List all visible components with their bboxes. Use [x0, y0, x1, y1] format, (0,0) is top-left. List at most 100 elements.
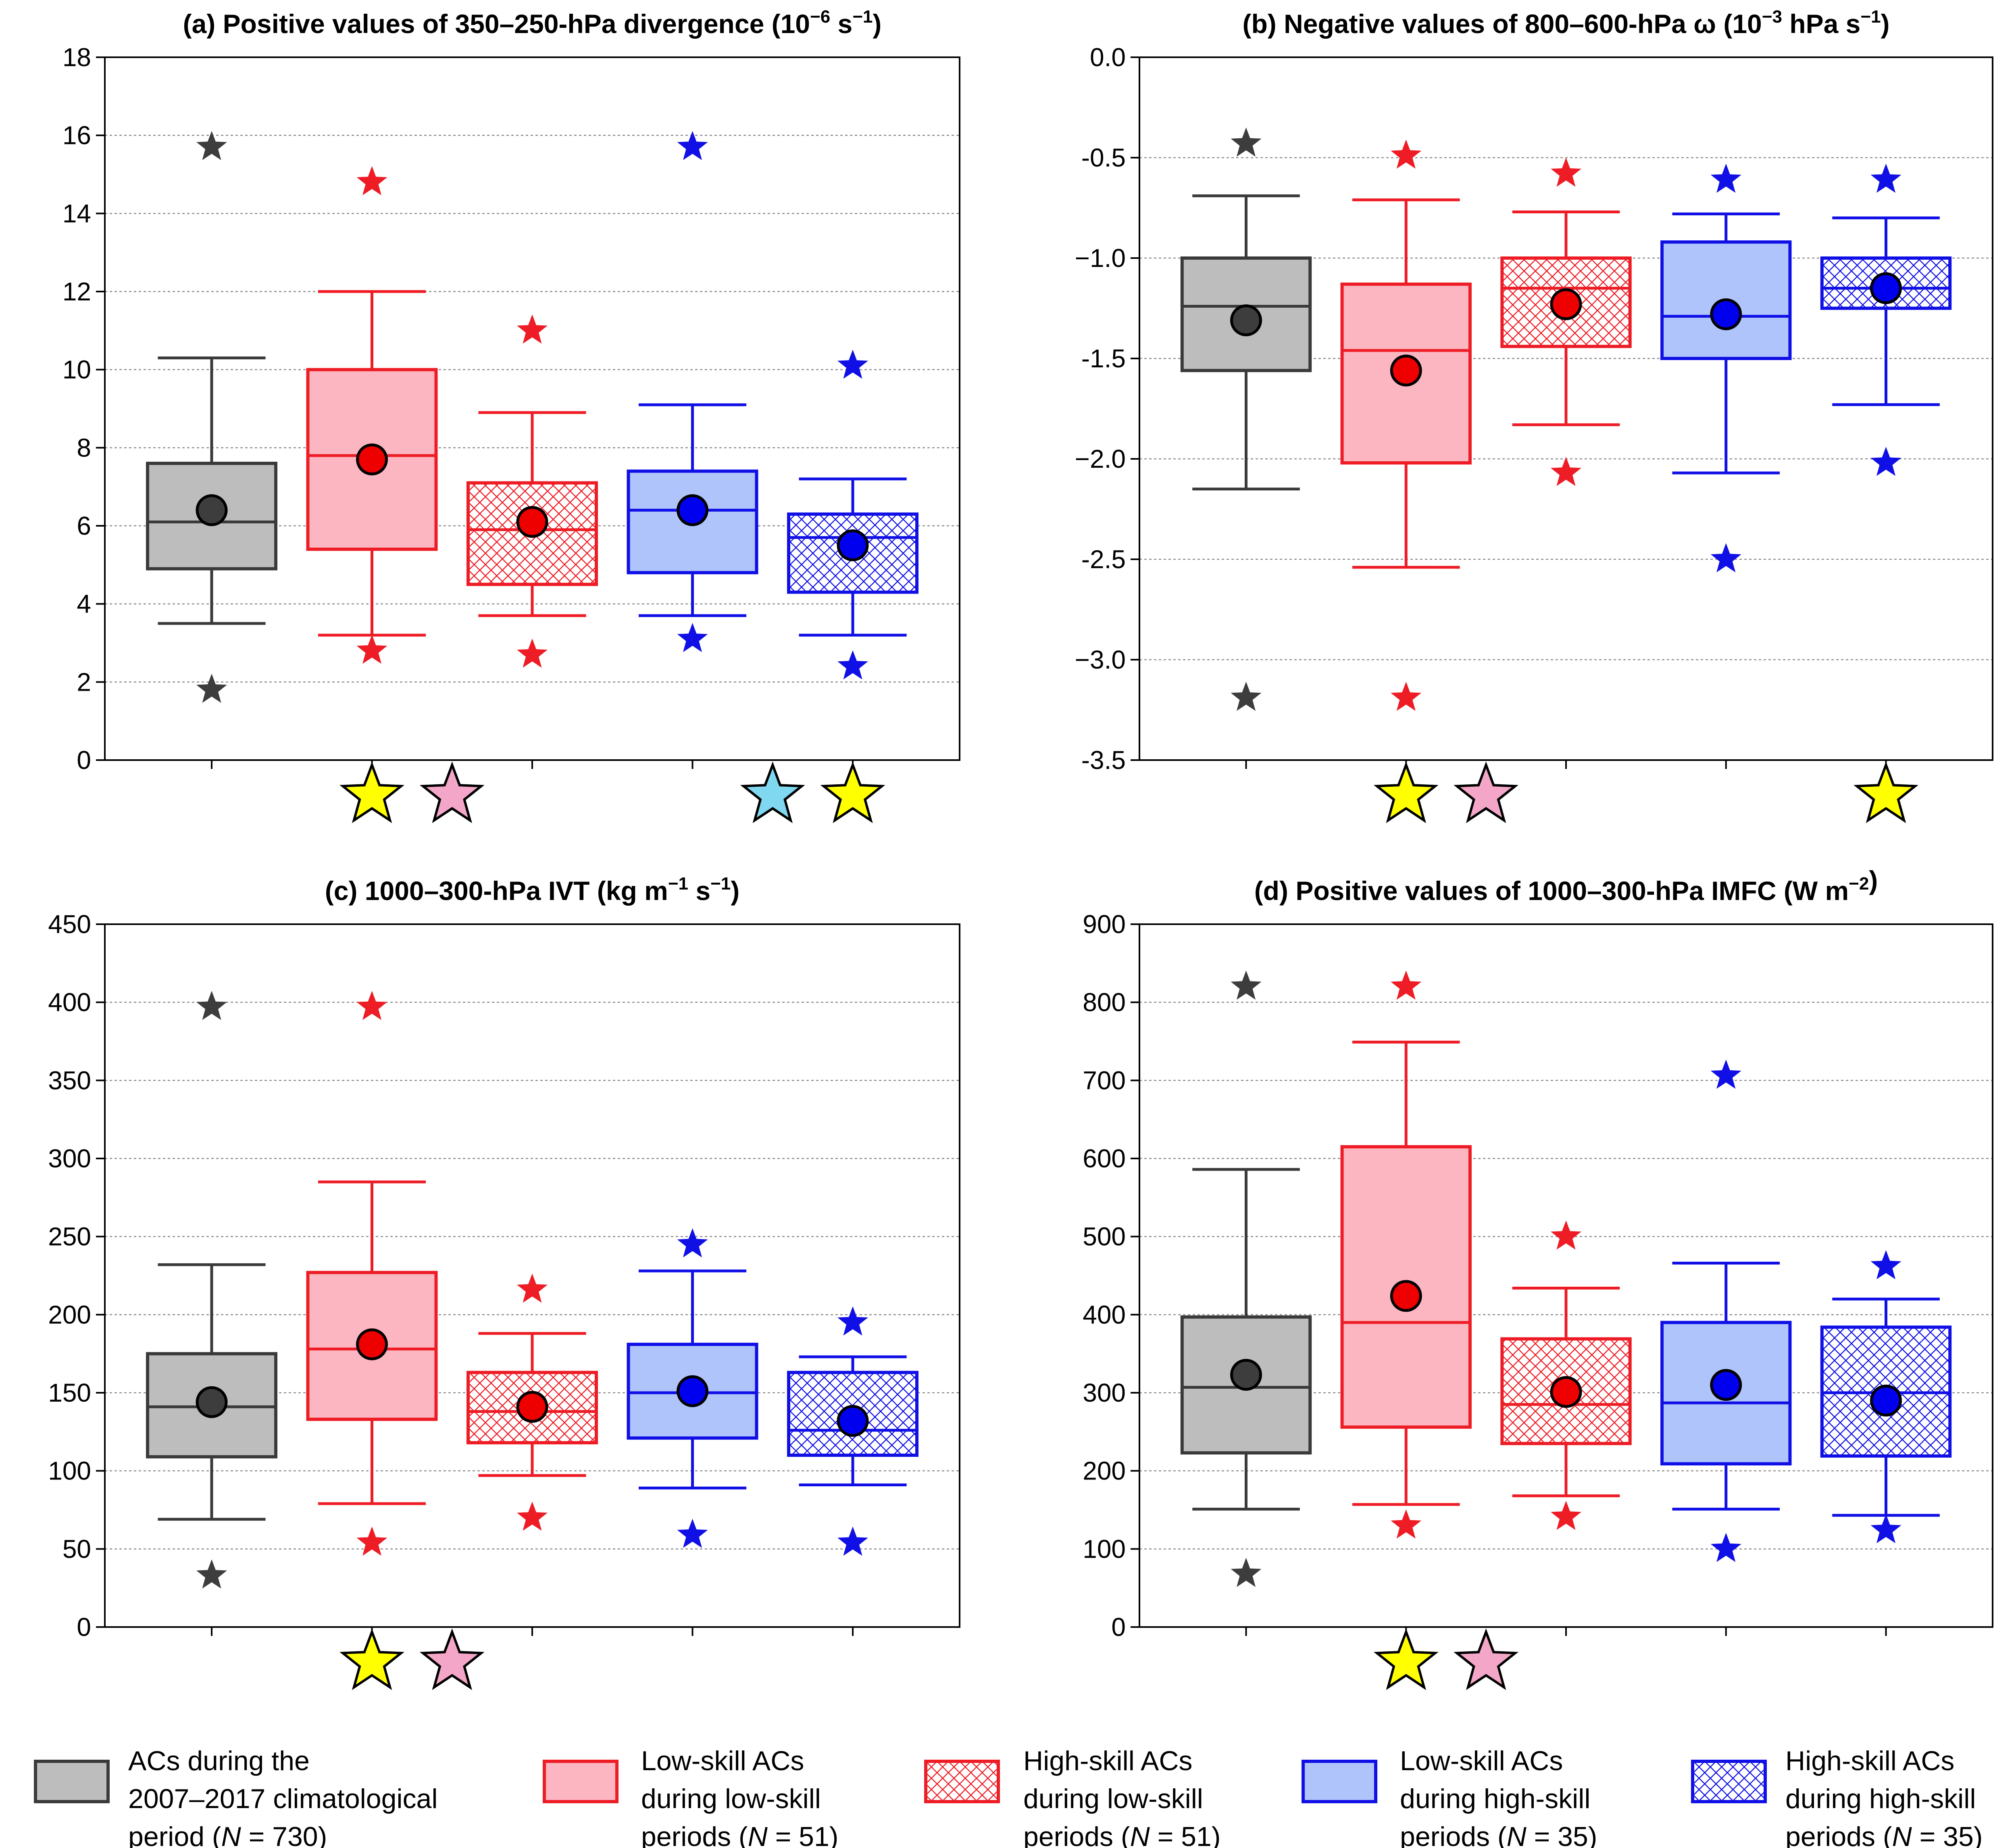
max-star: [1391, 970, 1422, 1000]
chart-panel-c: 0 50 100 150 200 250 300 350 400 450 (c) 1000–300-…: [48, 874, 960, 1690]
legend-line: ACs during the: [128, 1746, 310, 1776]
mean-marker: [677, 494, 708, 526]
mean-marker: [196, 1386, 228, 1418]
mean-marker: [1230, 304, 1262, 336]
box-blue_solid: [627, 131, 758, 652]
y-tick-label: 300: [48, 1144, 91, 1173]
legend-line: during low-skill: [1023, 1783, 1203, 1814]
chart-title: (a) Positive values of 350–250-hPa diver…: [183, 7, 882, 39]
box-iqr: [467, 481, 598, 586]
max-star: [356, 166, 387, 196]
y-tick-label: −2.0: [1075, 444, 1126, 473]
legend-line: period (N = 730): [128, 1821, 327, 1848]
y-tick-label: 0: [1111, 1613, 1126, 1642]
legend-line: during low-skill: [641, 1783, 821, 1814]
min-star: [677, 1519, 708, 1548]
plot-frame: [104, 923, 960, 1628]
y-tick-label: 8: [77, 433, 91, 462]
min-star: [196, 673, 227, 703]
box-iqr: [1340, 1145, 1472, 1429]
box-blue_solid: [627, 1228, 758, 1548]
y-tick-label: 12: [62, 277, 91, 306]
legend-line: periods (N = 51): [641, 1821, 838, 1848]
min-star: [1710, 1533, 1741, 1562]
box-blue_hatch: [1820, 163, 1952, 476]
y-tick-label: -0.5: [1081, 143, 1126, 172]
significance-star: [1454, 1628, 1519, 1690]
max-star: [1231, 127, 1262, 157]
y-tick-label: -3.5: [1081, 746, 1126, 775]
min-star: [517, 638, 548, 668]
legend-swatch: [34, 1760, 110, 1803]
y-tick-label: 14: [62, 199, 91, 228]
mean-marker: [1550, 288, 1582, 321]
y-tick-label: 100: [48, 1456, 91, 1485]
box-red_solid: [306, 991, 438, 1556]
y-tick-label: 2: [77, 667, 91, 696]
legend-line: High-skill ACs: [1785, 1746, 1954, 1776]
y-tick-label: 400: [1083, 1300, 1126, 1329]
y-tick-label: 300: [1083, 1378, 1126, 1407]
legend-line: periods (N = 51): [1023, 1821, 1220, 1848]
max-star: [517, 1273, 548, 1303]
box-blue_hatch: [1820, 1250, 1952, 1544]
legend-line: Low-skill ACs: [641, 1746, 804, 1776]
box-grey: [146, 131, 277, 703]
box-grey: [1180, 970, 1312, 1587]
chart-title: (b) Negative values of 800–600-hPa ω (10…: [1242, 7, 1889, 39]
box-red_solid: [306, 166, 438, 664]
y-tick-label: 6: [77, 511, 91, 540]
box-red_hatch: [1500, 1220, 1632, 1530]
legend-item-grey: ACs during the 2007–2017 climatological pe…: [34, 1746, 437, 1848]
min-star: [1551, 456, 1581, 486]
legend-item-blue_hatch: High-skill ACs during high-skill periods (…: [1691, 1746, 1983, 1848]
max-star: [517, 314, 548, 344]
min-star: [1870, 1514, 1901, 1544]
max-star: [196, 991, 227, 1020]
y-tick-label: 800: [1083, 988, 1126, 1017]
y-tick-label: −3.0: [1075, 645, 1126, 674]
mean-marker: [1390, 354, 1422, 387]
max-star: [677, 1228, 708, 1258]
y-tick-label: 450: [48, 910, 91, 939]
y-tick-label: 250: [48, 1222, 91, 1251]
min-star: [356, 634, 387, 664]
max-star: [1870, 1250, 1901, 1279]
box-red_hatch: [467, 314, 598, 668]
y-tick-label: -1.5: [1081, 344, 1126, 373]
significance-star: [1373, 1628, 1439, 1690]
y-tick-label: 150: [48, 1378, 91, 1407]
mean-marker: [516, 1391, 548, 1423]
legend-line: 2007–2017 climatological: [128, 1783, 437, 1814]
significance-star: [339, 761, 404, 823]
min-star: [517, 1501, 548, 1531]
mean-marker: [837, 1405, 869, 1437]
mean-marker: [516, 506, 548, 538]
min-star: [1391, 1509, 1422, 1539]
y-tick-label: 10: [62, 355, 91, 384]
box-grey: [146, 991, 277, 1589]
y-tick-label: 16: [62, 121, 91, 150]
min-star: [1231, 681, 1262, 711]
legend-item-red_hatch: High-skill ACs during low-skill periods (N…: [924, 1746, 1220, 1848]
mean-marker: [1550, 1376, 1582, 1408]
min-star: [1710, 543, 1741, 573]
max-star: [356, 991, 387, 1020]
legend-line: High-skill ACs: [1023, 1746, 1192, 1776]
mean-marker: [1230, 1358, 1262, 1391]
chart-title: (d) Positive values of 1000–300-hPa IMFC…: [1254, 865, 1878, 906]
significance-star: [740, 761, 805, 823]
mean-marker: [1710, 298, 1742, 330]
y-tick-label: 200: [1083, 1456, 1126, 1485]
y-tick-label: 100: [1083, 1534, 1126, 1563]
significance-star: [339, 1628, 404, 1690]
y-tick-label: 0: [77, 746, 91, 775]
mean-marker: [356, 1328, 388, 1360]
legend-item-red_solid: Low-skill ACs during low-skill periods (N …: [543, 1746, 838, 1848]
mean-marker: [356, 443, 388, 475]
legend-line: periods (N = 35): [1785, 1821, 1983, 1848]
min-star: [356, 1526, 387, 1556]
plot-frame: [1139, 56, 1993, 761]
legend-line: during high-skill: [1785, 1783, 1976, 1814]
